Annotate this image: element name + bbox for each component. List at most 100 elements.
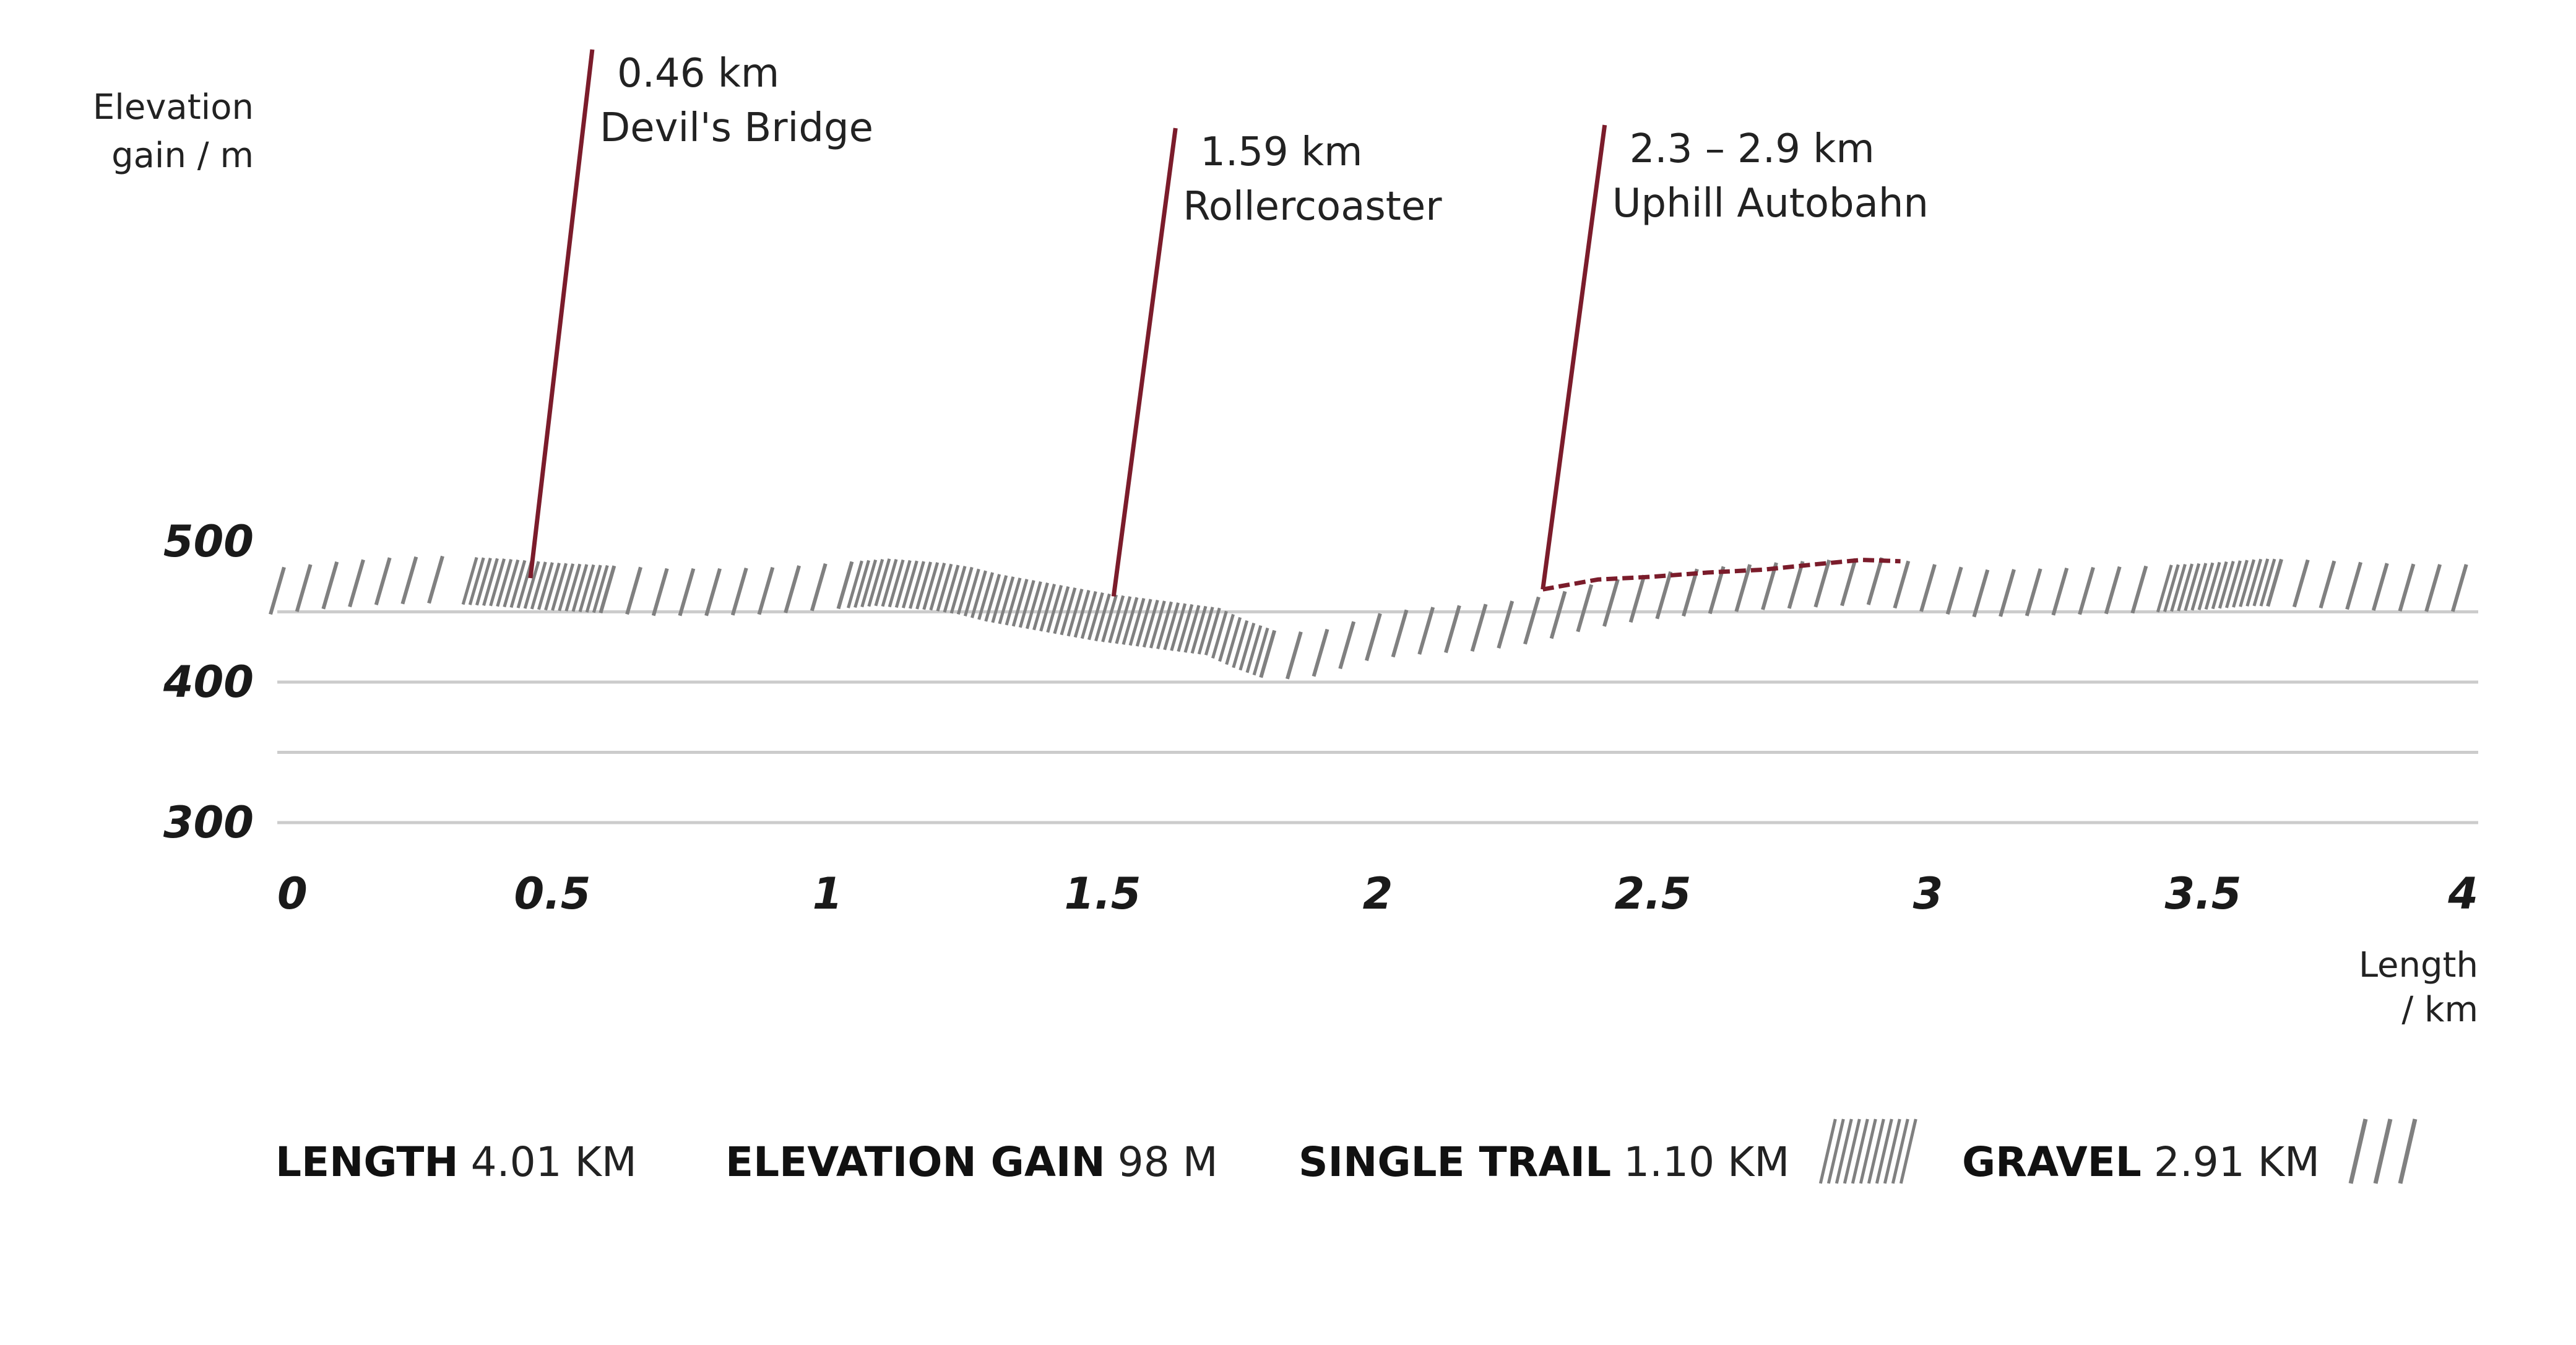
- profile-hatch: [461, 556, 478, 605]
- callout-line: [528, 49, 595, 579]
- pattern-stroke: [1875, 1118, 1893, 1184]
- profile-hatch: [922, 562, 940, 610]
- profile-hatch: [1444, 605, 1461, 654]
- profile-hatch: [2245, 558, 2263, 607]
- profile-hatch: [503, 559, 520, 608]
- profile-hatch: [977, 572, 994, 620]
- profile-hatch: [1919, 564, 1937, 612]
- profile-hatch: [963, 568, 980, 616]
- x-tick-label: 3.5: [2164, 868, 2241, 919]
- profile-hatch: [1232, 620, 1249, 668]
- profile-hatch: [854, 560, 870, 608]
- x-axis-label: / km: [2401, 990, 2478, 1030]
- profile-hatch: [1252, 627, 1269, 676]
- profile-hatch: [1972, 569, 1990, 618]
- profile-hatch: [1025, 581, 1042, 629]
- profile-hatch: [551, 563, 568, 611]
- profile-hatch: [558, 563, 575, 612]
- profile-hatch: [1945, 566, 1963, 615]
- profile-hatch: [1087, 592, 1104, 641]
- profile-hatch: [929, 562, 946, 611]
- profile-hatch: [1259, 629, 1277, 678]
- profile-hatch: [949, 566, 967, 614]
- profile-hatch: [984, 574, 1001, 622]
- profile-hatch: [888, 559, 905, 608]
- annotation-distance: 2.3 – 2.9 km: [1630, 126, 1875, 172]
- annotations: 0.46 km Devil's Bridge 1.59 km Rollercoaste…: [528, 49, 1929, 597]
- pattern-stroke: [1818, 1118, 1837, 1184]
- profile-hatch: [2211, 561, 2228, 610]
- profile-hatch: [2224, 560, 2242, 608]
- profile-hatch: [2177, 563, 2194, 612]
- profile-hatch: [2078, 566, 2095, 615]
- pattern-stroke: [1899, 1118, 1917, 1184]
- profile-hatch: [1018, 580, 1035, 628]
- profile-hatch: [881, 558, 898, 607]
- x-tick-label: 0.5: [514, 868, 590, 919]
- y-tick-label: 500: [163, 516, 254, 567]
- profile-hatch: [2051, 567, 2069, 616]
- x-tick-label: 2.5: [1614, 868, 1691, 919]
- profile-hatch: [915, 561, 932, 610]
- pattern-stroke: [1826, 1118, 1845, 1184]
- profile-hatch: [1204, 607, 1221, 655]
- profile-hatch: [2398, 563, 2416, 612]
- profile-hatch: [2025, 568, 2042, 616]
- profile-hatch: [1128, 597, 1146, 646]
- profile-hatch: [1682, 568, 1699, 617]
- profile-hatch: [1108, 595, 1125, 644]
- profile-hatch: [2424, 564, 2442, 612]
- x-axis-label: Length: [2359, 945, 2478, 985]
- profile-hatch: [468, 557, 485, 605]
- profile-hatch: [509, 560, 527, 608]
- x-tick-label: 4: [2447, 868, 2478, 919]
- profile-hatch: [599, 565, 616, 614]
- profile-hatch: [1032, 582, 1049, 631]
- profile-hatch: [1101, 594, 1118, 642]
- profile-hatch: [651, 568, 669, 616]
- callout-line: [1541, 124, 1607, 590]
- profile-hatch: [1163, 602, 1180, 651]
- profile-hatch: [874, 558, 891, 607]
- profile-hatch: [2252, 558, 2270, 607]
- axes: Elevation gain / m Length / km 500 400 300 0 0.5…: [93, 87, 2478, 1030]
- profile-hatch: [956, 566, 974, 615]
- profile-hatch: [496, 558, 513, 607]
- pattern-stroke: [1835, 1118, 1853, 1184]
- pattern-stroke: [2398, 1118, 2418, 1184]
- profile-hatch: [537, 562, 554, 610]
- profile-hatch: [970, 570, 987, 618]
- profile-hatch: [2130, 565, 2148, 614]
- stats-legend: LENGTH 4.01 KM ELEVATION GAIN 98 M SINGLE TR…: [275, 1118, 2418, 1186]
- profile-hatch: [2104, 566, 2122, 615]
- profile-hatch: [998, 576, 1015, 625]
- stat-value: 4.01 KM: [471, 1138, 637, 1186]
- profile-hatch: [1576, 584, 1594, 633]
- profile-hatch: [2218, 561, 2235, 609]
- stat-key: ELEVATION GAIN: [725, 1138, 1105, 1186]
- y-tick-label: 300: [163, 797, 254, 848]
- profile-hatch: [321, 561, 339, 610]
- profile-hatch: [1655, 571, 1673, 620]
- profile-hatch: [625, 566, 642, 615]
- profile-hatch: [1893, 560, 1911, 609]
- profile-hatch: [867, 558, 884, 607]
- profile-hatch: [936, 563, 953, 612]
- profile-hatch: [374, 557, 392, 605]
- profile-hatch: [2450, 564, 2468, 612]
- profile-hatch: [400, 556, 418, 605]
- pattern-stroke: [1859, 1118, 1877, 1184]
- profile-hatch: [2184, 563, 2201, 612]
- profile-hatch: [2163, 564, 2180, 612]
- stat-elevation-gain: ELEVATION GAIN 98 M: [725, 1138, 1218, 1186]
- profile-hatch: [2345, 561, 2362, 610]
- profile-hatch: [564, 563, 582, 612]
- elevation-profile: [269, 555, 2468, 680]
- pattern-stroke: [1843, 1118, 1861, 1184]
- profile-hatch: [2232, 560, 2249, 608]
- profile-hatch: [1053, 586, 1070, 634]
- gravel-pattern-icon: [2348, 1118, 2418, 1184]
- profile-hatch: [2371, 563, 2389, 611]
- profile-hatch: [1628, 574, 1646, 623]
- profile-hatch: [1080, 590, 1097, 639]
